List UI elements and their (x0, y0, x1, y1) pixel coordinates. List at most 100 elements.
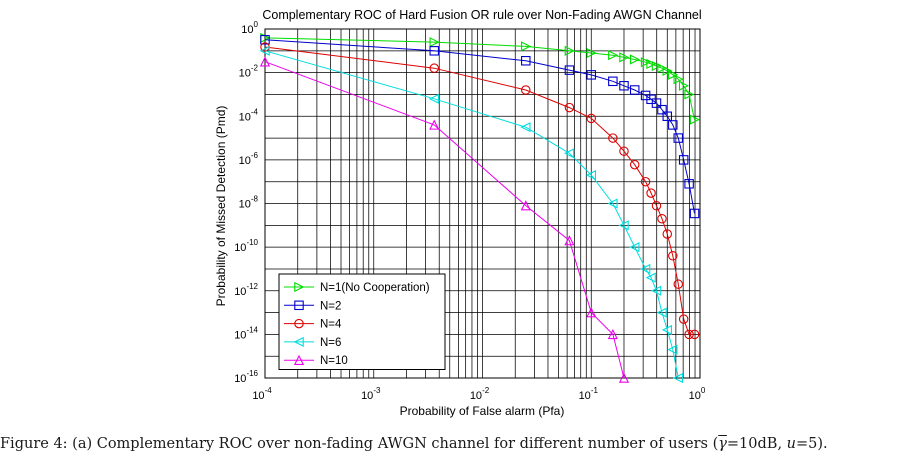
x-tick-label: 10-4 (252, 386, 272, 402)
y-tick-label: 100 (241, 20, 258, 36)
data-point (678, 80, 690, 91)
data-point (607, 328, 618, 340)
legend-label: N=1(No Cooperation) (320, 282, 430, 294)
data-point (662, 111, 673, 122)
series-line (264, 50, 679, 379)
data-point (521, 56, 531, 66)
data-point (673, 133, 684, 143)
grid (265, 29, 700, 378)
x-tick-label: 10-1 (579, 386, 599, 402)
data-point (521, 41, 532, 52)
gamma-symbol: γ (718, 436, 727, 452)
legend-label: N=6 (320, 337, 341, 349)
data-point (564, 45, 575, 56)
series-line (264, 46, 695, 335)
data-point (668, 120, 678, 130)
data-point (661, 324, 673, 336)
data-point (678, 314, 689, 324)
figure-caption: Figure 4: (a) Complementary ROC over non… (0, 436, 912, 452)
data-point (657, 104, 667, 115)
data-point (564, 65, 575, 75)
legend: N=1(No Cooperation) N=2 N=4 N=6 N=10 (278, 273, 446, 370)
series-1 (260, 32, 700, 125)
y-tick-label: 10-12 (234, 282, 258, 298)
data-point (629, 54, 641, 65)
data-point (668, 69, 679, 80)
data-point (608, 133, 618, 143)
data-point (619, 52, 630, 63)
series-line (264, 39, 695, 214)
data-point (684, 179, 694, 189)
series-3 (260, 42, 700, 340)
x-tick-label: 100 (689, 386, 706, 402)
data-point (651, 200, 662, 211)
data-point (689, 114, 700, 125)
data-point (428, 93, 439, 104)
data-point (640, 57, 652, 68)
legend-label: N=4 (320, 319, 342, 331)
data-point (618, 372, 630, 383)
data-point (293, 354, 305, 365)
data-point (608, 76, 618, 87)
data-point (668, 251, 678, 261)
data-point (646, 58, 657, 70)
data-point (259, 45, 270, 56)
data-point (564, 102, 575, 113)
y-tick-label: 10-14 (234, 325, 258, 341)
data-point (293, 336, 304, 347)
data-point (645, 272, 656, 283)
series-5 (259, 56, 630, 383)
data-point (586, 47, 597, 59)
y-tick-label: 10-6 (239, 151, 259, 167)
data-point (294, 281, 305, 293)
data-point (662, 65, 673, 76)
data-point (640, 263, 651, 275)
data-point (429, 119, 440, 130)
data-point (586, 307, 597, 318)
chart-title: Complementary ROC of Hard Fusion OR rule… (262, 8, 701, 22)
data-point (294, 300, 304, 311)
data-point (429, 46, 439, 56)
caption-suffix: =5). (796, 436, 828, 452)
data-point (607, 198, 618, 209)
data-point (640, 176, 651, 187)
data-point (619, 146, 629, 156)
data-point (629, 85, 640, 95)
data-point (673, 279, 684, 289)
data-point (629, 242, 640, 253)
data-point (520, 200, 531, 211)
data-point (294, 318, 304, 329)
data-point (651, 98, 662, 108)
data-point (429, 63, 439, 73)
series-2 (260, 35, 700, 219)
data-point (429, 37, 440, 48)
roc-chart: 10-4 10-3 10-2 10-1 100 100 10-2 10-4 10-6 10-8 10… (214, 8, 706, 418)
data-point (646, 188, 656, 198)
data-point (673, 74, 684, 85)
data-point (684, 329, 694, 340)
series-layer (259, 32, 700, 384)
data-point (619, 81, 629, 91)
y-tick-label: 10-4 (239, 107, 259, 123)
data-point (563, 148, 575, 159)
data-point (260, 35, 270, 45)
data-point (689, 208, 700, 219)
plot-frame (264, 28, 701, 379)
tick-labels: 10-4 10-3 10-2 10-1 100 100 10-2 10-4 10-6 10-8 10… (234, 20, 706, 402)
y-tick-label: 10-8 (239, 195, 259, 211)
data-point (564, 235, 575, 246)
data-point (259, 56, 271, 67)
data-point (657, 213, 667, 224)
series-4 (259, 45, 684, 384)
data-point (662, 229, 673, 239)
y-tick-label: 10-2 (239, 64, 259, 80)
u-symbol: u (786, 436, 797, 452)
y-tick-label: 10-16 (234, 369, 258, 385)
x-tick-label: 10-2 (470, 386, 490, 402)
x-tick-label: 10-3 (361, 386, 381, 402)
data-point (657, 63, 668, 74)
legend-label: N=2 (320, 300, 341, 312)
caption-prefix: Figure 4: (a) Complementary ROC over non… (0, 436, 719, 452)
data-point (672, 372, 684, 384)
data-point (520, 122, 531, 133)
